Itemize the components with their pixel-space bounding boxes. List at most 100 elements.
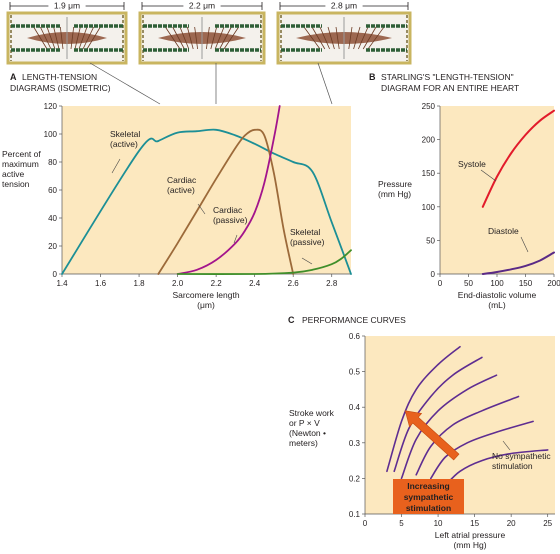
dimension-label-bg — [325, 0, 363, 10]
x-tick-label: 2.2 — [211, 279, 223, 288]
x-tick-label: 1.8 — [134, 279, 146, 288]
increasing-stimulation-label: Increasing sympathetic stimulation — [404, 481, 454, 513]
myosin-head — [74, 26, 81, 50]
panel-b-series — [481, 109, 555, 275]
myosin-head — [219, 26, 232, 50]
panel-b: B STARLING'S "LENGTH-TENSION" DIAGRAM FOR… — [369, 72, 560, 310]
myosin-head — [59, 26, 64, 50]
myosin-head — [214, 26, 225, 50]
myosin-head — [327, 26, 335, 50]
series-line-4 — [176, 249, 352, 275]
series-label-2: Cardiac (active) — [167, 175, 197, 195]
y-tick-label: 250 — [422, 102, 436, 111]
leader-line — [111, 158, 121, 174]
series-line-5 — [430, 420, 534, 480]
increasing-stimulation-arrow — [404, 410, 460, 461]
myosin-head — [348, 26, 353, 50]
series-label-1: Skeletal (active) — [110, 129, 140, 149]
y-tick-label: 120 — [44, 102, 58, 111]
myosin-head — [165, 26, 181, 50]
connector-line — [89, 62, 161, 105]
sarcomere-1: 1.9 μm — [6, 0, 128, 65]
sarcomere-length-label: 2.8 μm — [331, 1, 357, 11]
x-tick-label: 10 — [434, 519, 443, 528]
myosin-head — [223, 26, 239, 50]
x-tick-label: 1.4 — [56, 279, 68, 288]
panel-b-labels: End-diastolic volume (mL) Pressure (mm Hg) S… — [378, 159, 536, 310]
y-tick-label: 150 — [422, 169, 436, 178]
sarcomere-diagrams: 1.9 μm 2.2 μm 2.8 μm — [6, 0, 412, 105]
myosin-head — [311, 26, 326, 50]
x-tick-label: 2.6 — [288, 279, 300, 288]
myosin-head — [46, 26, 56, 50]
x-tick-label: 50 — [464, 279, 473, 288]
myosin-head — [179, 26, 190, 50]
panel-a-plot-area — [62, 106, 351, 274]
y-tick-label: 100 — [44, 130, 58, 139]
leader-line — [480, 169, 497, 182]
panel-a-letter: A — [10, 72, 17, 82]
panel-a-series — [61, 105, 352, 275]
y-tick-label: 100 — [422, 203, 436, 212]
myosin-head — [362, 26, 377, 50]
myosin-head — [353, 26, 361, 50]
series-line-1 — [386, 345, 461, 473]
panel-b-plot-area — [440, 106, 554, 274]
myosin-head — [303, 26, 321, 50]
myosin-head — [39, 26, 52, 50]
series-line-3 — [400, 374, 498, 480]
series-line-4 — [415, 395, 520, 476]
series-line-6 — [444, 449, 549, 487]
panel-b-title: STARLING'S "LENGTH-TENSION" DIAGRAM FOR A… — [381, 72, 519, 93]
y-tick-label: 0.3 — [349, 439, 361, 448]
panel-c-axes: 0 5 10 15 20 25 0.1 0.2 0.3 0.4 0.5 0.6 — [349, 332, 555, 528]
y-tick-label: 0.4 — [349, 403, 361, 412]
y-axis-title: Stroke work or P × V (Newton • meters) — [289, 408, 335, 448]
y-tick-label: 200 — [422, 136, 436, 145]
myosin-head — [194, 26, 198, 50]
increasing-stimulation-box — [393, 479, 464, 514]
sarcomere-connectors — [89, 62, 333, 105]
panel-a-labels: Sarcomere length (μm) Percent of maximum act… — [2, 129, 325, 310]
sarcomere-3: 2.8 μm — [276, 0, 412, 65]
leader-line — [233, 234, 238, 244]
y-tick-label: 0.2 — [349, 474, 361, 483]
x-tick-label: 15 — [470, 519, 479, 528]
connector-line — [317, 62, 333, 105]
myosin-head — [335, 26, 340, 50]
y-tick-label: 0.5 — [349, 368, 361, 377]
x-tick-label: 2.4 — [249, 279, 261, 288]
myosin-head — [86, 26, 101, 50]
panel-b-letter: B — [369, 72, 376, 82]
panel-c: C PERFORMANCE CURVES 0 5 10 15 20 25 0.1 0.2 0.3… — [288, 315, 555, 550]
myosin-head — [82, 26, 95, 50]
myosin-head — [358, 26, 369, 50]
y-tick-label: 50 — [426, 236, 435, 245]
series-line-1 — [61, 128, 352, 275]
leader-line — [301, 257, 313, 265]
y-tick-label: 60 — [48, 186, 57, 195]
series-label-diastole: Diastole — [488, 226, 519, 236]
x-tick-label: 1.6 — [95, 279, 107, 288]
myosin-head — [210, 26, 218, 50]
y-axis-title: Percent of maximum active tension — [2, 149, 41, 189]
annotation-no-sympathetic: No sympathetic stimulation — [492, 451, 551, 471]
x-tick-label: 0 — [363, 519, 368, 528]
x-tick-label: 2.0 — [172, 279, 184, 288]
x-tick-label: 2.8 — [326, 279, 338, 288]
myosin-head — [186, 26, 194, 50]
myosin-head — [172, 26, 185, 50]
y-tick-label: 0.6 — [349, 332, 361, 341]
series-line-2 — [157, 128, 295, 275]
series-line-2 — [481, 251, 555, 275]
x-tick-label: 0 — [438, 279, 443, 288]
myosin-head — [367, 26, 385, 50]
y-tick-label: 40 — [48, 214, 57, 223]
leader-line — [197, 203, 206, 215]
x-axis-title: Sarcomere length (μm) — [172, 290, 239, 310]
y-axis-title: Pressure (mm Hg) — [378, 179, 412, 199]
sarcomere-2: 2.2 μm — [138, 0, 266, 65]
myosin-head — [70, 26, 75, 50]
myosin-head — [206, 26, 210, 50]
